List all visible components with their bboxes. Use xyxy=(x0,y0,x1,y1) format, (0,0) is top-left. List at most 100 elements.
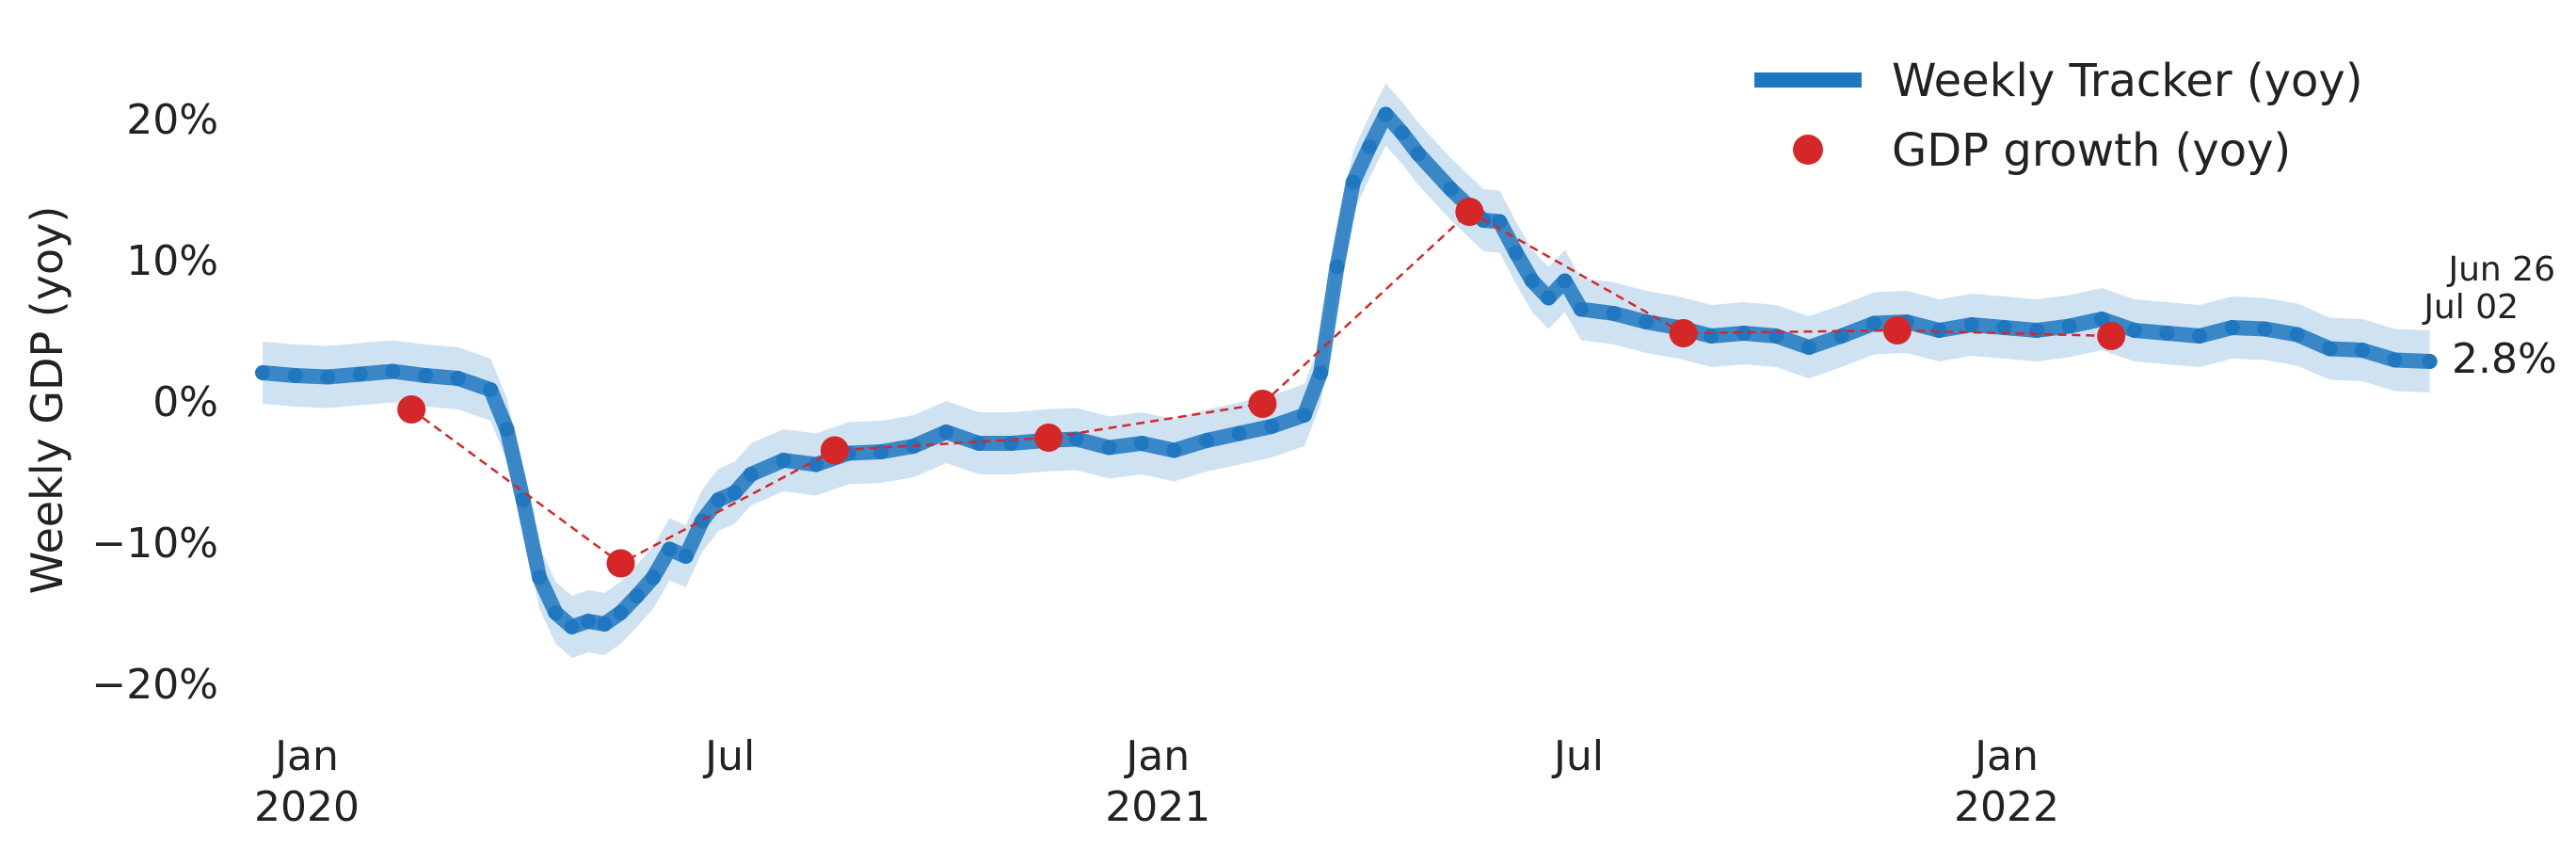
tracker-point xyxy=(2387,352,2403,368)
tracker-point xyxy=(2289,327,2305,343)
tracker-point xyxy=(1068,431,1084,447)
y-tick-label: 20% xyxy=(126,96,218,144)
annotation-date-1: Jun 26 xyxy=(2446,250,2555,289)
x-tick-year-label: 2020 xyxy=(254,783,360,831)
tracker-point xyxy=(2029,323,2045,338)
tracker-point xyxy=(515,492,531,507)
tracker-line xyxy=(255,106,2438,634)
annotation-latest-value: 2.8% xyxy=(2452,335,2557,383)
x-tick-year-label: 2022 xyxy=(1954,783,2059,831)
legend-swatch-tracker-dot xyxy=(1801,73,1815,87)
tracker-point xyxy=(1508,245,1524,261)
gdp-growth-line xyxy=(410,210,2112,565)
y-tick-label: −10% xyxy=(91,520,218,568)
tracker-point xyxy=(971,436,986,451)
tracker-point xyxy=(1541,290,1557,306)
tracker-point xyxy=(2422,354,2438,369)
tracker-point xyxy=(1996,320,2012,335)
gdp-growth-point xyxy=(1034,424,1064,452)
tracker-point xyxy=(938,424,954,440)
tracker-point xyxy=(1736,326,1752,341)
tracker-point xyxy=(1231,425,1247,441)
x-tick-label: Jul xyxy=(702,732,755,780)
tracker-point xyxy=(1394,125,1410,140)
tracker-point xyxy=(1704,328,1720,344)
tracker-point xyxy=(1866,315,1882,331)
y-axis-ticks: 20% 10% 0% −10% −20% xyxy=(91,96,218,709)
tracker-point xyxy=(2257,321,2273,337)
tracker-point xyxy=(1410,146,1426,162)
tracker-point xyxy=(727,485,743,501)
tracker-point xyxy=(678,549,694,564)
gdp-growth-point xyxy=(1248,390,1277,418)
tracker-point xyxy=(499,422,515,437)
tracker-point xyxy=(2159,326,2175,341)
tracker-point xyxy=(1639,314,1655,329)
legend-swatch-gdp xyxy=(1793,135,1823,165)
tracker-point xyxy=(385,363,401,379)
tracker-point xyxy=(662,541,678,557)
tracker-point xyxy=(2322,341,2338,357)
tracker-point xyxy=(1573,301,1589,317)
tracker-point xyxy=(418,368,433,383)
gdp-growth-point xyxy=(606,549,635,578)
legend: Weekly Tracker (yoy) GDP growth (yoy) xyxy=(1754,55,2363,177)
tracker-point xyxy=(1313,365,1329,380)
gdp-growth-point xyxy=(820,436,849,465)
x-tick-label: Jan xyxy=(272,732,339,780)
tracker-point xyxy=(1345,174,1361,190)
tracker-point xyxy=(776,453,792,468)
tracker-point xyxy=(2192,328,2208,344)
gdp-growth-point xyxy=(1455,198,1484,226)
tracker-point xyxy=(548,605,564,620)
tracker-point xyxy=(2061,318,2077,334)
x-tick-label: Jul xyxy=(1551,732,1604,780)
legend-label-tracker: Weekly Tracker (yoy) xyxy=(1892,55,2363,107)
tracker-point xyxy=(613,605,629,620)
tracker-point xyxy=(1101,440,1117,456)
tracker-point xyxy=(352,366,368,382)
tracker-point xyxy=(711,492,727,507)
tracker-point xyxy=(2224,320,2240,335)
tracker-point xyxy=(1492,214,1508,230)
tracker-point xyxy=(1133,436,1149,451)
tracker-point xyxy=(255,365,271,380)
tracker-point xyxy=(2355,343,2370,358)
tracker-point xyxy=(580,614,596,629)
tracker-point xyxy=(320,369,336,385)
tracker-point xyxy=(808,457,824,473)
tracker-point xyxy=(597,617,613,632)
tracker-point xyxy=(1329,259,1345,275)
tracker-point xyxy=(1378,106,1394,122)
y-tick-label: −20% xyxy=(91,661,218,709)
tracker-point xyxy=(743,467,759,482)
x-tick-label: Jan xyxy=(1972,732,2039,780)
gdp-growth-point xyxy=(397,395,426,424)
tracker-point xyxy=(1606,306,1622,321)
tracker-point xyxy=(483,382,499,397)
tracker-point xyxy=(564,619,580,634)
gdp-growth-point xyxy=(1882,316,1912,344)
tracker-points xyxy=(255,106,2438,634)
gdp-growth-points xyxy=(397,198,2126,578)
tracker-point xyxy=(287,368,303,383)
tracker-point xyxy=(450,371,466,386)
tracker-point xyxy=(629,588,645,603)
gdp-growth-point xyxy=(1669,319,1698,347)
tracker-point xyxy=(1264,419,1280,434)
tracker-point xyxy=(2126,323,2142,338)
tracker-point xyxy=(1003,436,1019,451)
legend-label-gdp: GDP growth (yoy) xyxy=(1892,124,2291,177)
tracker-point xyxy=(2094,312,2110,327)
tracker-point xyxy=(1443,182,1459,197)
tracker-point xyxy=(1525,273,1540,289)
tracker-point xyxy=(1801,340,1816,355)
tracker-point xyxy=(1963,317,1979,332)
tracker-point xyxy=(1166,442,1182,458)
x-tick-label: Jan xyxy=(1123,732,1190,780)
tracker-point xyxy=(532,569,548,585)
tracker-point xyxy=(646,569,662,585)
tracker-point xyxy=(1199,433,1215,448)
